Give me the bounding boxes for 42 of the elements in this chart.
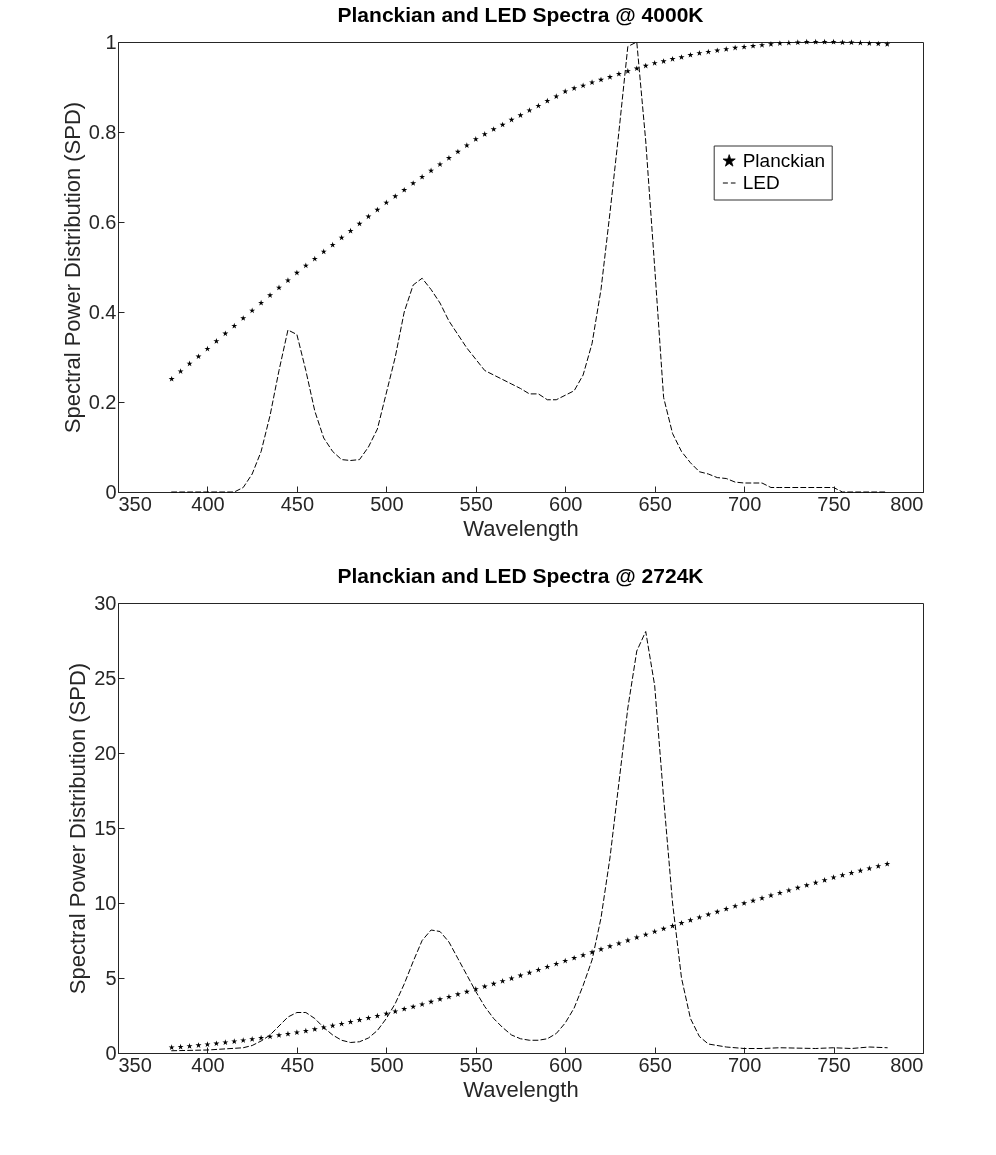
x-tick-label: 400 (191, 492, 225, 515)
x-tick-label: 700 (727, 1053, 762, 1076)
y-tick-label: 0 (105, 480, 117, 503)
x-tick-label: 750 (817, 492, 851, 515)
y-tick-label: 0.2 (88, 390, 117, 413)
x-axis-title: Wavelength (463, 515, 579, 541)
y-tick-label: 1 (105, 30, 117, 53)
y-axis-title: Spectral Power Distribution (SPD) (65, 662, 91, 995)
x-tick-label: 800 (890, 492, 924, 515)
y-tick-label: 0.8 (88, 120, 117, 143)
y-tick-label: 10 (94, 891, 117, 914)
y-tick-label: 30 (94, 591, 117, 614)
x-tick-label: 450 (280, 1053, 315, 1076)
y-tick-label: 15 (94, 816, 117, 839)
legend-label: Planckian (742, 150, 826, 171)
x-tick-label: 600 (549, 1053, 583, 1076)
y-tick-label: 25 (94, 666, 117, 689)
x-tick-label: 400 (191, 1053, 225, 1076)
y-tick-label: 5 (105, 966, 117, 989)
x-tick-label: 700 (727, 492, 762, 515)
x-axis-title: Wavelength (463, 1076, 579, 1102)
x-tick-label: 550 (459, 1053, 493, 1076)
x-tick-label: 350 (118, 1053, 152, 1076)
x-tick-label: 450 (280, 492, 315, 515)
y-tick-label: 0 (105, 1041, 117, 1064)
x-tick-label: 650 (638, 492, 672, 515)
y-tick-label: 0.6 (88, 210, 117, 233)
x-tick-label: 650 (638, 1053, 672, 1076)
y-tick-label: 0.4 (88, 300, 117, 323)
x-tick-label: 350 (118, 492, 152, 515)
x-tick-label: 500 (370, 1053, 404, 1076)
x-tick-label: 550 (459, 492, 493, 515)
line-series (171, 41, 888, 493)
x-tick-label: 750 (817, 1053, 851, 1076)
x-tick-label: 800 (890, 1053, 924, 1076)
x-tick-label: 500 (370, 492, 404, 515)
chart-title: Planckian and LED Spectra @ 4000K (337, 3, 704, 26)
legend-label: LED (742, 172, 780, 193)
y-axis-title: Spectral Power Distribution (SPD) (59, 101, 85, 434)
y-tick-label: 20 (94, 741, 117, 764)
chart-title: Planckian and LED Spectra @ 2724K (337, 564, 704, 587)
x-tick-label: 600 (549, 492, 583, 515)
